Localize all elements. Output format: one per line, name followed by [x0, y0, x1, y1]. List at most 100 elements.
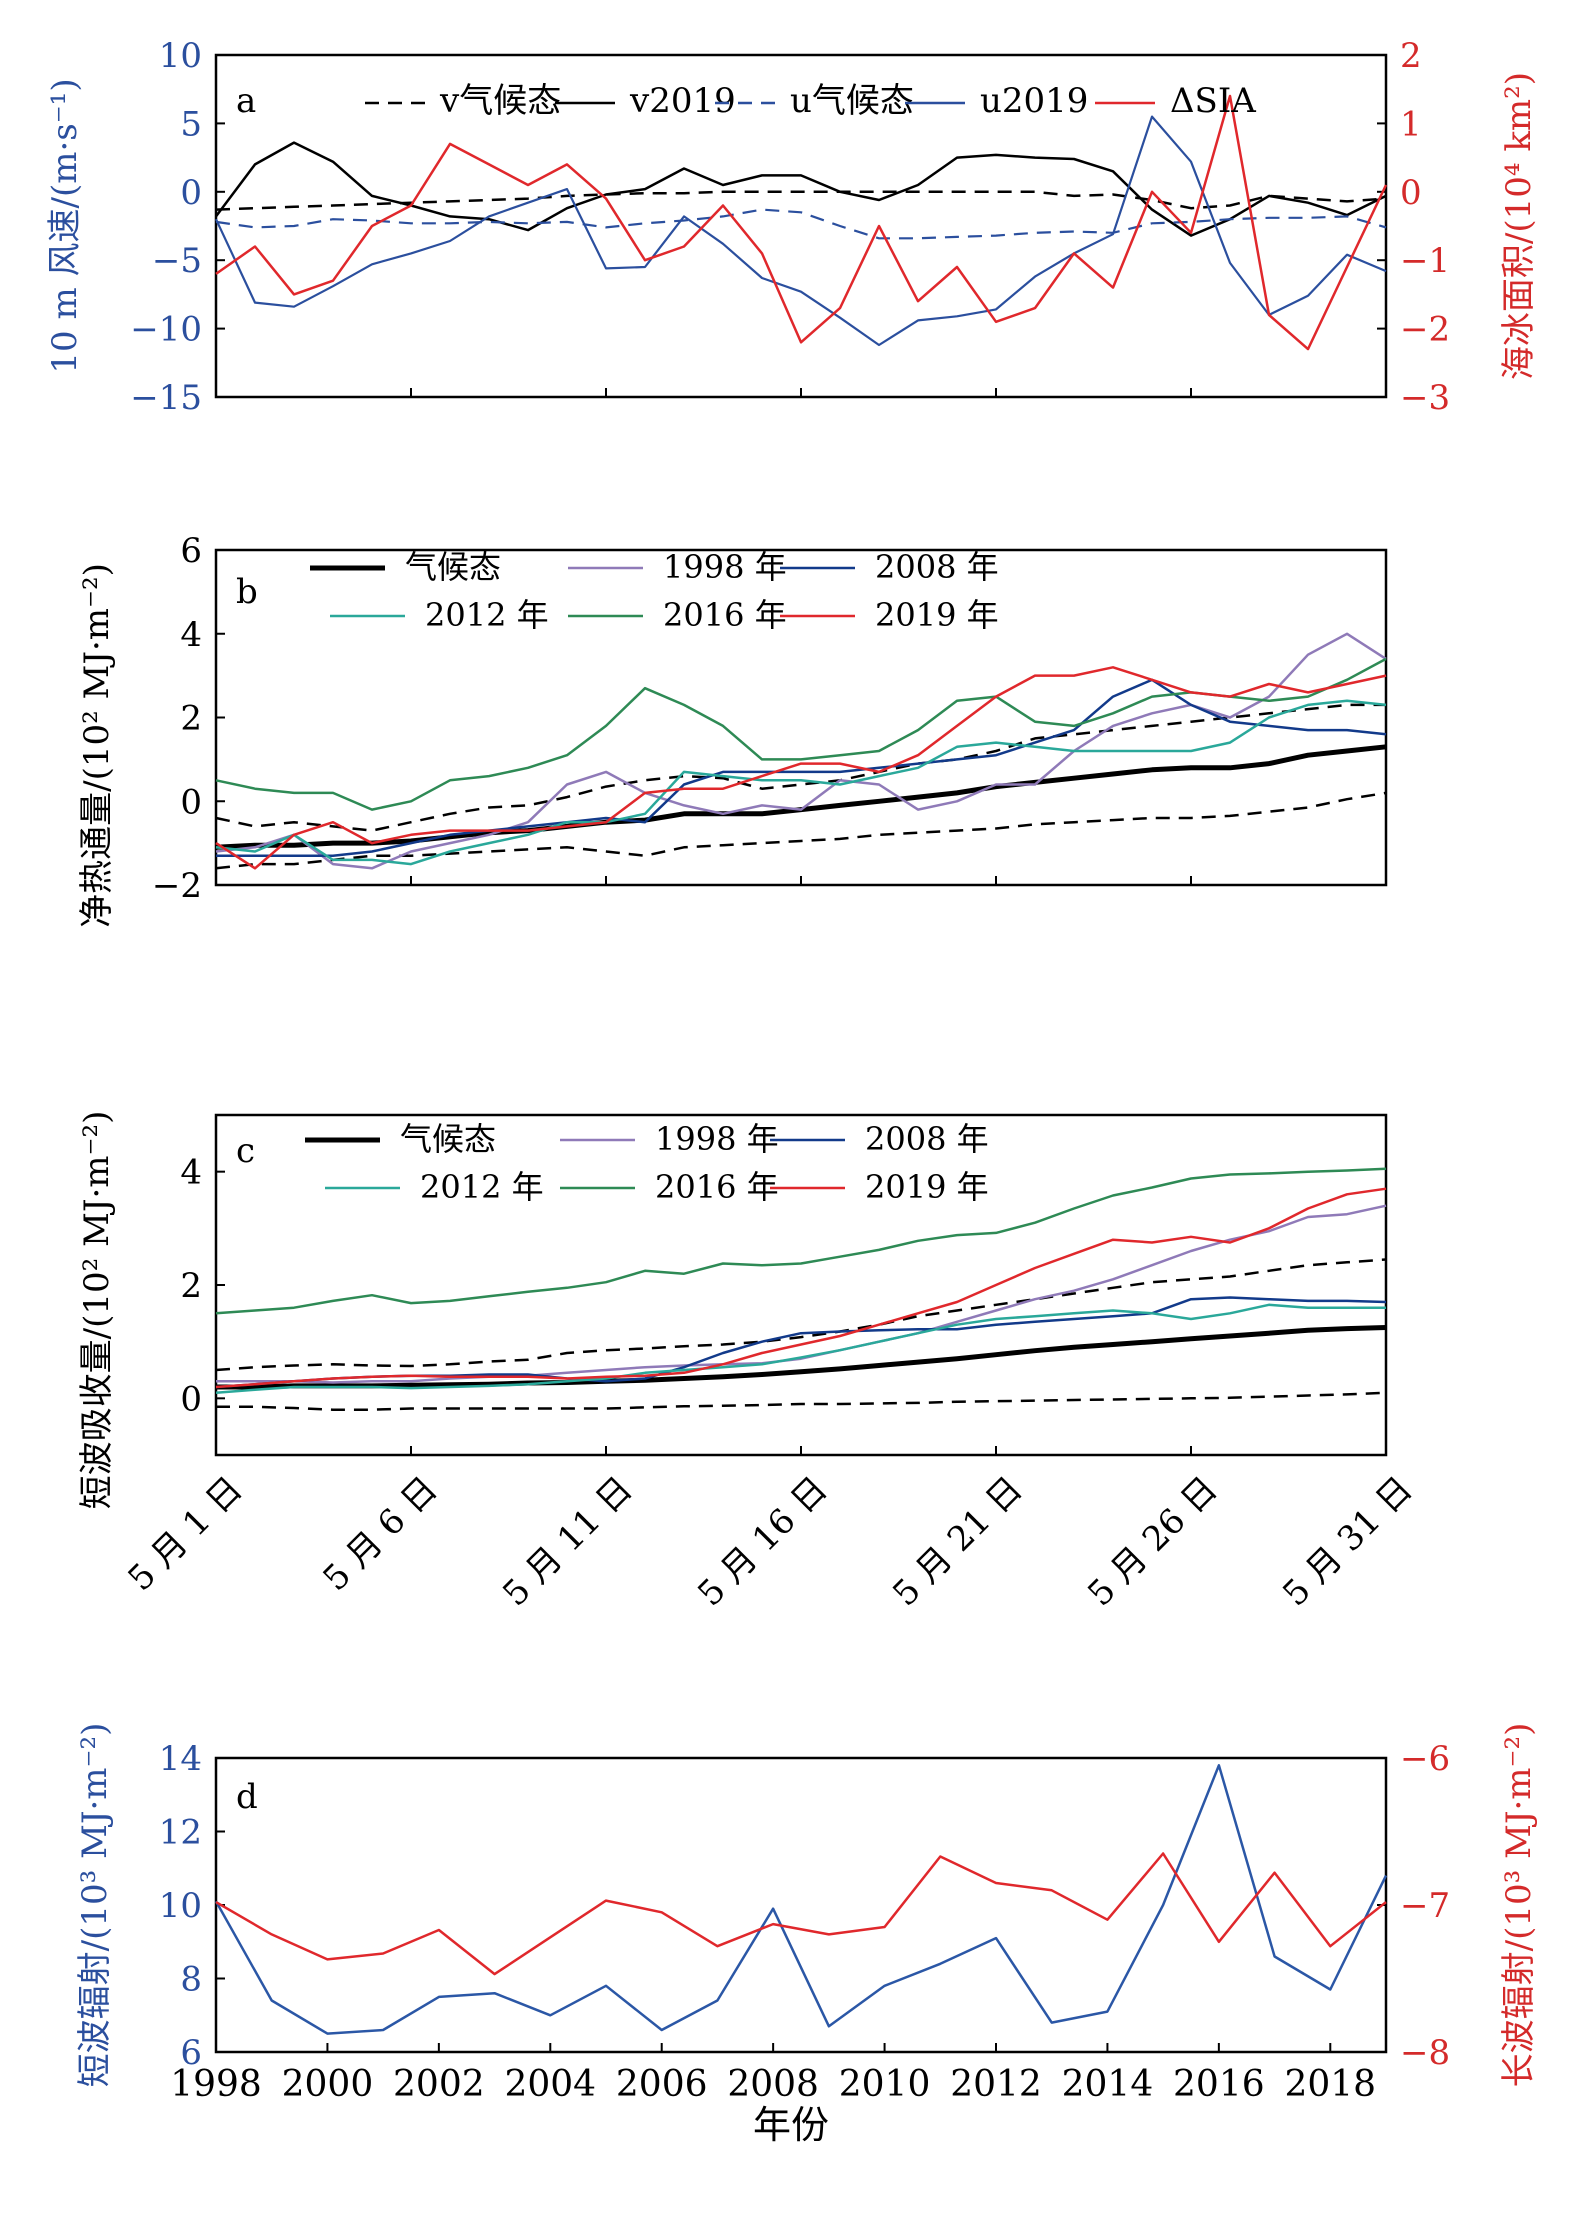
legend-label: 1998 年	[663, 548, 787, 586]
legend: v气候态 v2019 u气候态 u2019 ΔSIA	[365, 81, 1256, 121]
panel-b-frame	[214, 548, 1388, 887]
legend-label: 2016 年	[663, 596, 787, 634]
x-tick-label: 2000	[282, 2064, 374, 2105]
y-tick-label: 2	[180, 699, 202, 739]
panel-letter: d	[236, 1777, 258, 1817]
y-tick-label: −2	[152, 866, 202, 906]
x-tick-label: 5 月 1 日	[120, 1469, 250, 1599]
series-line	[215, 1258, 1387, 1372]
y-axis-label: 短波吸收量/(10² MJ·m⁻²)	[77, 1111, 117, 1510]
x-tick-label: 5 月 16 日	[690, 1469, 835, 1614]
x-axis-label: 年份	[753, 2103, 829, 2147]
series-line	[215, 744, 1387, 850]
panel-c: 5 月 1 日 5 月 6 日 5 月 11 日 5 月 16 日 5 月 21 日 5 …	[77, 1111, 1420, 1615]
legend: 气候态 1998 年 2008 年 2012 年 2016 年 2019 年	[310, 548, 999, 634]
y-tick-label-left: 14	[159, 1739, 202, 1779]
x-tick-label: 2006	[616, 2064, 708, 2105]
y-tick-label: 2	[180, 1266, 202, 1306]
legend-label: 1998 年	[655, 1120, 779, 1158]
series-line	[215, 94, 1388, 351]
series-line	[215, 1167, 1387, 1315]
y-tick-label: 0	[180, 1379, 202, 1419]
y-tick-label: 4	[180, 615, 202, 655]
x-tick-label: 2008	[727, 2064, 819, 2105]
y-tick-label-left: −15	[130, 378, 202, 418]
series-line	[215, 666, 1387, 870]
y-axis-label-right: 海冰面积/(10⁴ km²)	[1499, 72, 1539, 380]
legend-label: 2008 年	[875, 548, 999, 586]
y-tick-label: 4	[180, 1153, 202, 1193]
x-tick-label: 2014	[1062, 2064, 1154, 2105]
panel-d: 1998 2000 2002 2004 2006 2008 2010 2012 2014 2016…	[75, 1723, 1539, 2147]
series-line	[215, 657, 1387, 811]
y-tick-label: 0	[180, 782, 202, 822]
y-axis-label: 净热通量/(10² MJ·m⁻²)	[77, 563, 117, 928]
series-line	[216, 1204, 1387, 1384]
x-tick-label: 5 月 26 日	[1080, 1469, 1225, 1614]
legend-label: u气候态	[790, 81, 914, 121]
series-line	[215, 115, 1387, 347]
legend-label: 2012 年	[420, 1168, 544, 1206]
panel-letter: c	[236, 1131, 255, 1171]
series-line	[215, 791, 1387, 870]
y-tick-label-left: 6	[180, 2033, 202, 2073]
y-tick-label-right: −8	[1400, 2033, 1450, 2073]
series-line	[215, 208, 1387, 240]
series-line	[215, 703, 1386, 832]
y-axis-label-left: 短波辐射/(10³ MJ·m⁻²)	[75, 1723, 115, 2088]
series-line	[216, 1391, 1387, 1411]
y-tick-label-right: 2	[1400, 36, 1422, 76]
panel-letter: b	[236, 572, 258, 612]
x-tick-label: 2010	[839, 2064, 931, 2105]
series-line	[216, 678, 1387, 857]
legend-label: 2016 年	[655, 1168, 779, 1206]
legend-label: 2008 年	[865, 1120, 989, 1158]
x-tick-label: 2016	[1173, 2064, 1265, 2105]
y-tick-label-right: −3	[1400, 378, 1450, 418]
y-tick-label-right: −6	[1400, 1739, 1450, 1779]
x-tick-label: 2018	[1284, 2064, 1376, 2105]
series-line	[214, 1764, 1388, 2035]
legend-label: v2019	[629, 81, 736, 121]
legend-label: ΔSIA	[1170, 81, 1256, 121]
y-tick-label-left: −10	[130, 310, 202, 350]
series-line	[216, 1325, 1387, 1390]
y-tick-label-right: 1	[1400, 104, 1422, 144]
y-tick-label-right: 0	[1400, 173, 1422, 213]
y-tick-label-right: −2	[1400, 310, 1450, 350]
y-tick-label-right: −1	[1400, 241, 1450, 281]
y-axis-label-right: 长波辐射/(10³ MJ·m⁻²)	[1499, 1723, 1539, 2088]
x-tick-label: 2004	[504, 2064, 596, 2105]
y-tick-label-left: 10	[159, 36, 202, 76]
y-tick-label-left: 0	[180, 173, 202, 213]
x-tick-label: 5 月 11 日	[495, 1469, 640, 1614]
series-line	[215, 1303, 1386, 1394]
panel-d-frame	[214, 1756, 1388, 2054]
x-tick-label: 5 月 6 日	[315, 1469, 445, 1599]
series-line	[215, 190, 1387, 211]
x-tick-label: 5 月 31 日	[1275, 1469, 1420, 1614]
legend-label: u2019	[980, 81, 1088, 121]
legend-label: 气候态	[400, 1120, 496, 1158]
y-tick-label-left: 8	[180, 1960, 202, 2000]
y-tick-label-left: 5	[180, 104, 202, 144]
panel-b: 6 4 2 0 −2 净热通量/(10² MJ·m⁻²) b 气候态 1998 年 2008 年 2…	[77, 531, 1388, 928]
x-tick-label: 2012	[950, 2064, 1042, 2105]
legend-label: v气候态	[439, 81, 561, 121]
legend-label: 2012 年	[425, 596, 549, 634]
y-tick-label-left: 12	[159, 1813, 202, 1853]
legend-label: 2019 年	[865, 1168, 989, 1206]
y-tick-label-left: −5	[152, 241, 202, 281]
x-tick-label: 2002	[393, 2064, 485, 2105]
y-tick-label: 6	[180, 531, 202, 571]
y-tick-label-right: −7	[1400, 1886, 1450, 1926]
series-line	[215, 1852, 1387, 1976]
panel-letter: a	[236, 81, 256, 121]
x-tick-label: 1998	[170, 2064, 262, 2105]
legend-label: 气候态	[405, 548, 501, 586]
series-line	[215, 632, 1387, 870]
series-line	[215, 1187, 1387, 1389]
series-line	[215, 699, 1387, 866]
